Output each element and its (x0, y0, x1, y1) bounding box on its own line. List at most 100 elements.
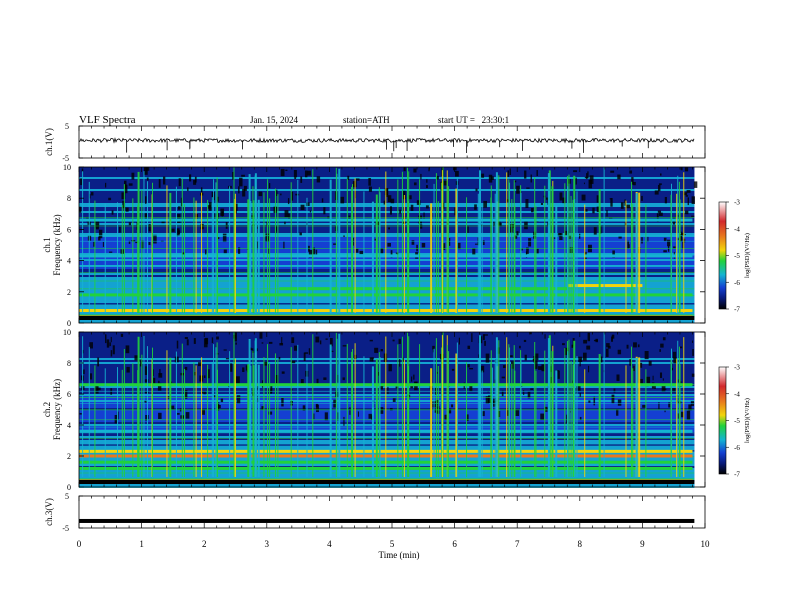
spectrogram-speckle (583, 352, 587, 361)
spectrogram-speckle (588, 365, 590, 373)
spectrogram-row (79, 307, 695, 309)
spectrogram-speckle (208, 202, 212, 211)
figure-title: VLF Spectra (79, 114, 136, 126)
spectrogram-speckle (223, 349, 227, 351)
y-tick-label: 5 (65, 492, 69, 501)
spectrogram-speckle (593, 396, 596, 406)
spectrogram-speckle (315, 403, 318, 408)
spectrogram-row (79, 380, 695, 382)
spectrogram-speckle (668, 402, 671, 408)
y-tick-label: 6 (67, 225, 71, 234)
spectrogram-row (79, 394, 695, 396)
spectrogram-row (79, 376, 695, 378)
spectrogram-row (79, 334, 695, 336)
spectrogram-speckle (436, 175, 439, 180)
spectrogram-speckle (223, 249, 227, 254)
spectrogram-speckle (211, 337, 214, 344)
spectrogram-speckle (294, 177, 297, 180)
spectrogram-speckle (144, 366, 148, 375)
spectrogram-speckle (128, 240, 131, 244)
spectrogram-row (79, 209, 695, 211)
spectrogram-row (79, 364, 695, 366)
spectrogram-speckle (108, 197, 112, 201)
y-axis-label: Frequency (kHz) (52, 379, 62, 440)
spectrogram-speckle (316, 378, 319, 386)
y-tick-label: 2 (67, 452, 71, 461)
spectrogram-speckle (592, 207, 595, 214)
x-tick-label: 9 (640, 539, 645, 549)
spectrogram-speckle (349, 407, 351, 415)
colorbar-tick-label: -5 (734, 252, 740, 260)
spectrogram-speckle (589, 175, 594, 184)
spectrogram-speckle (102, 241, 104, 247)
spectrogram-row (79, 402, 695, 404)
spectrogram-speckle (659, 372, 663, 378)
spectrogram-speckle (608, 217, 613, 219)
spectrogram-speckle (259, 332, 263, 339)
spectrogram-speckle (507, 170, 510, 177)
spectrogram-speckle (98, 236, 101, 241)
spectrogram-speckle (225, 358, 229, 360)
spectrogram-row (79, 269, 695, 271)
spectrogram-speckle (204, 337, 209, 345)
spectrogram-row (79, 281, 695, 283)
y-tick-label: 10 (63, 163, 71, 172)
spectrogram-speckle (177, 412, 180, 415)
spectrogram-speckle (95, 224, 99, 230)
spectrogram-speckle (633, 365, 635, 372)
spectrogram-speckle (600, 226, 602, 234)
spectrogram-speckle (435, 399, 439, 406)
spectrogram-speckle (627, 240, 630, 249)
spectrogram-speckle (481, 411, 485, 417)
spectrogram-speckle (383, 200, 386, 205)
spectrogram-speckle (171, 228, 175, 232)
spectrogram-speckle (221, 211, 224, 217)
spectrogram-speckle (480, 365, 485, 373)
spectrogram-row (79, 249, 695, 251)
spectrogram-speckle (443, 180, 448, 186)
spectrogram-speckle (111, 210, 114, 215)
spectrogram-speckle (163, 176, 166, 185)
spectrogram-speckle (189, 174, 192, 182)
spectrogram-row (79, 201, 695, 203)
spectrogram-speckle (274, 374, 279, 384)
y-tick-label: 0 (67, 483, 71, 492)
spectrogram-speckle (509, 168, 511, 176)
spectrogram-speckle (304, 170, 308, 178)
spectrogram-speckle (159, 369, 161, 376)
spectrogram-speckle (241, 174, 245, 177)
spectrogram-speckle (158, 380, 160, 385)
spectrogram-row (79, 436, 695, 438)
y-tick-label: 0 (67, 319, 71, 328)
spectrogram-speckle (617, 174, 621, 180)
spectrogram-row (79, 245, 695, 247)
spectrogram-row (79, 305, 695, 307)
spectrogram-speckle (434, 408, 437, 413)
spectrogram-speckle (106, 339, 110, 348)
x-tick-label: 0 (77, 539, 82, 549)
x-tick-label: 8 (578, 539, 583, 549)
spectrogram-speckle (158, 179, 161, 188)
spectrogram-speckle (423, 212, 425, 220)
spectrogram-speckle (639, 378, 643, 385)
spectrogram-speckle (428, 167, 430, 172)
spectrogram-row (79, 259, 695, 261)
spectrogram-speckle (359, 250, 364, 255)
ch1-voltage-panel: 5 -5 ch.1(V) (44, 122, 706, 163)
spectrogram-speckle (389, 206, 392, 215)
spectrogram-speckle (488, 395, 491, 404)
spectrogram-speckle (501, 390, 504, 397)
spectrogram-speckle (249, 348, 254, 351)
spectrogram-speckle (540, 203, 544, 205)
spectrogram-speckle (379, 386, 384, 390)
spectrogram-speckle (398, 338, 401, 344)
spectrogram-speckle (158, 373, 163, 378)
spectrogram-speckle (112, 345, 115, 355)
spectrogram-speckle (293, 345, 298, 351)
spectrogram-speckle (596, 206, 600, 213)
x-tick-label: 1 (139, 539, 144, 549)
spectrogram-speckle (194, 176, 197, 183)
spectrogram-speckle (455, 170, 459, 177)
spectrogram-speckle (80, 178, 83, 186)
spectrogram-speckle (454, 207, 456, 216)
